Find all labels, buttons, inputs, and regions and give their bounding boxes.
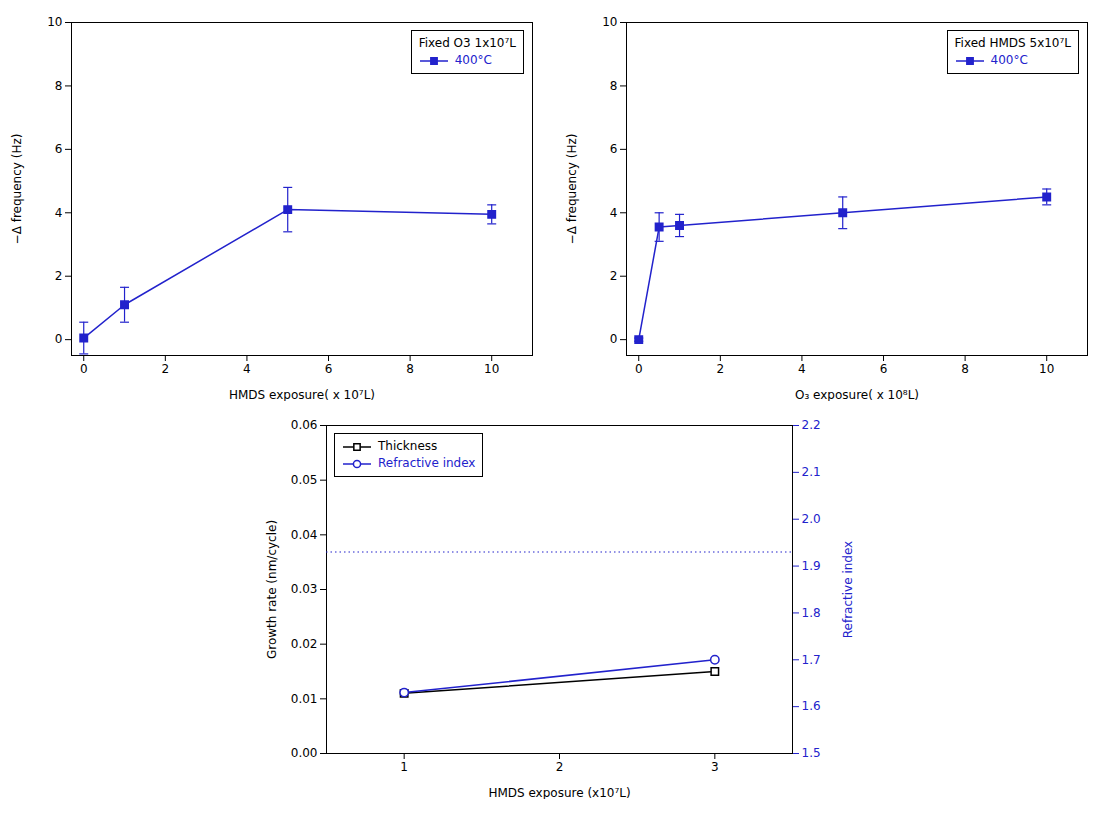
svg-text:O₃ exposure( x 10⁸L): O₃ exposure( x 10⁸L) (795, 388, 919, 402)
svg-text:10: 10 (47, 15, 62, 29)
svg-text:1.5: 1.5 (802, 746, 821, 760)
svg-text:2.1: 2.1 (802, 465, 821, 479)
html-text:Fixed HMDS 5x10⁷L: Fixed HMDS 5x10⁷L (954, 36, 1071, 50)
svg-text:0.04: 0.04 (291, 528, 318, 542)
html-text:400°C: 400°C (990, 53, 1028, 67)
svg-text:2.0: 2.0 (802, 512, 821, 526)
svg-text:2: 2 (610, 269, 618, 283)
svg-text:8: 8 (961, 362, 969, 376)
svg-text:6: 6 (610, 142, 618, 156)
svg-text:4: 4 (798, 362, 806, 376)
svg-text:1.8: 1.8 (802, 606, 821, 620)
html-text:Refractive index: Refractive index (378, 456, 476, 470)
svg-text:10: 10 (484, 362, 499, 376)
svg-text:3: 3 (711, 760, 719, 774)
svg-text:4: 4 (610, 206, 618, 220)
svg-text:Refractive index: Refractive index (841, 541, 855, 638)
svg-text:1.6: 1.6 (802, 699, 821, 713)
svg-text:0.03: 0.03 (291, 582, 318, 596)
svg-text:HMDS exposure (x10⁷L): HMDS exposure (x10⁷L) (488, 786, 630, 800)
svg-text:2: 2 (55, 269, 63, 283)
svg-text:0: 0 (610, 332, 618, 346)
svg-text:0: 0 (80, 362, 88, 376)
svg-text:0.05: 0.05 (291, 473, 318, 487)
svg-text:8: 8 (406, 362, 414, 376)
html-text:400°C: 400°C (454, 53, 492, 67)
svg-text:8: 8 (55, 79, 63, 93)
svg-text:2: 2 (717, 362, 725, 376)
svg-text:2.2: 2.2 (802, 418, 821, 432)
svg-text:8: 8 (610, 79, 618, 93)
svg-text:0.00: 0.00 (291, 746, 318, 760)
svg-text:1.7: 1.7 (802, 653, 821, 667)
svg-text:−Δ frequency (Hz): −Δ frequency (Hz) (565, 134, 579, 245)
svg-text:0.01: 0.01 (291, 692, 318, 706)
svg-text:0.02: 0.02 (291, 637, 318, 651)
html-text:Thickness: Thickness (378, 439, 438, 453)
svg-text:2: 2 (162, 362, 170, 376)
svg-text:Growth rate (nm/cycle): Growth rate (nm/cycle) (265, 520, 279, 659)
svg-text:4: 4 (55, 206, 63, 220)
svg-text:1.9: 1.9 (802, 559, 821, 573)
svg-text:6: 6 (55, 142, 63, 156)
svg-text:0: 0 (55, 332, 63, 346)
svg-text:10: 10 (1039, 362, 1054, 376)
svg-text:HMDS exposure( x 10⁷L): HMDS exposure( x 10⁷L) (229, 388, 375, 402)
svg-text:1: 1 (400, 760, 408, 774)
svg-text:2: 2 (556, 760, 564, 774)
svg-text:4: 4 (243, 362, 251, 376)
svg-text:6: 6 (325, 362, 333, 376)
svg-text:10: 10 (602, 15, 617, 29)
svg-text:−Δ frequency (Hz): −Δ frequency (Hz) (10, 134, 24, 245)
svg-text:0: 0 (635, 362, 643, 376)
svg-text:0.06: 0.06 (291, 418, 318, 432)
html-text:Fixed O3 1x10⁷L: Fixed O3 1x10⁷L (418, 36, 516, 50)
svg-text:6: 6 (880, 362, 888, 376)
